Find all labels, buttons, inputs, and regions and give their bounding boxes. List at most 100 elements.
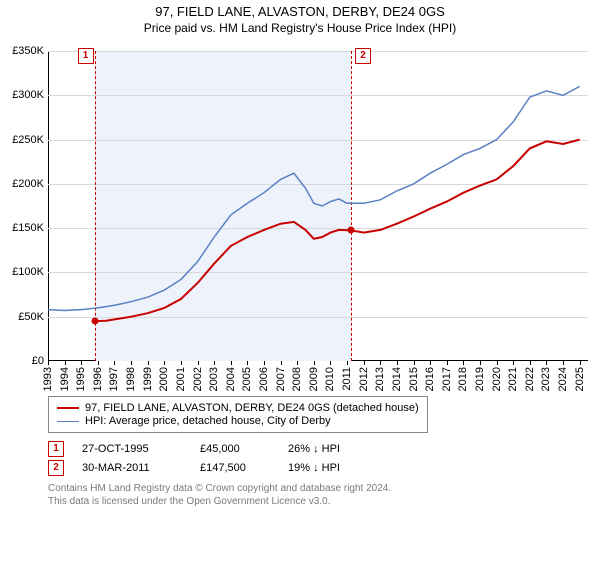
x-tick-label: 2022 [524,367,536,391]
x-tick-label: 2006 [258,367,270,391]
x-tick-label: 1998 [125,367,137,391]
legend-label: HPI: Average price, detached house, City… [85,415,331,427]
x-tick-mark [198,361,199,365]
x-tick-mark [380,361,381,365]
x-tick-label: 2019 [474,367,486,391]
y-tick-label: £150K [0,222,44,234]
sale-marker-box: 1 [78,48,94,64]
x-tick-label: 2020 [491,367,503,391]
sale-row-pct: 19% ↓ HPI [288,462,378,474]
y-tick-label: £250K [0,134,44,146]
x-tick-mark [281,361,282,365]
sales-table: 1 27-OCT-1995 £45,000 26% ↓ HPI 2 30-MAR-2011… [48,441,588,476]
x-tick-label: 2015 [408,367,420,391]
x-tick-label: 2016 [424,367,436,391]
sale-row: 1 27-OCT-1995 £45,000 26% ↓ HPI [48,441,588,457]
x-tick-mark [463,361,464,365]
x-tick-mark [65,361,66,365]
x-tick-label: 1994 [59,367,71,391]
x-tick-mark [480,361,481,365]
chart-wrap: £0£50K£100K£150K£200K£250K£300K£350K 12 … [0,41,600,421]
x-tick-mark [546,361,547,365]
sale-row-number: 1 [48,441,64,457]
x-tick-mark [297,361,298,365]
footer-attribution: Contains HM Land Registry data © Crown c… [48,482,588,508]
x-tick-label: 1996 [92,367,104,391]
x-tick-mark [580,361,581,365]
x-tick-mark [247,361,248,365]
x-tick-label: 2010 [324,367,336,391]
x-tick-label: 2004 [225,367,237,391]
x-tick-mark [148,361,149,365]
chart-container: 97, FIELD LANE, ALVASTON, DERBY, DE24 0G… [0,4,600,564]
chart-subtitle: Price paid vs. HM Land Registry's House … [0,21,600,35]
x-tick-label: 2008 [291,367,303,391]
sale-row-pct: 26% ↓ HPI [288,443,378,455]
legend-item: 97, FIELD LANE, ALVASTON, DERBY, DE24 0G… [57,402,419,414]
legend-and-footer: 97, FIELD LANE, ALVASTON, DERBY, DE24 0G… [48,396,588,508]
plot-area: 12 [48,51,588,361]
x-tick-mark [563,361,564,365]
x-tick-label: 2024 [557,367,569,391]
x-tick-label: 2021 [507,367,519,391]
x-tick-mark [81,361,82,365]
chart-title: 97, FIELD LANE, ALVASTON, DERBY, DE24 0G… [0,4,600,19]
x-tick-label: 2001 [175,367,187,391]
x-tick-label: 1999 [142,367,154,391]
x-tick-mark [513,361,514,365]
series-lines [48,51,588,361]
x-tick-mark [114,361,115,365]
y-tick-label: £200K [0,178,44,190]
sale-marker-box: 2 [355,48,371,64]
legend-box: 97, FIELD LANE, ALVASTON, DERBY, DE24 0G… [48,396,428,433]
x-tick-mark [214,361,215,365]
x-tick-label: 2007 [275,367,287,391]
y-tick-label: £50K [0,311,44,323]
sale-row-price: £45,000 [200,443,270,455]
x-tick-mark [447,361,448,365]
y-tick-label: £300K [0,89,44,101]
x-tick-label: 2018 [457,367,469,391]
x-tick-label: 2003 [208,367,220,391]
x-tick-mark [397,361,398,365]
x-tick-mark [264,361,265,365]
footer-line-1: Contains HM Land Registry data © Crown c… [48,482,588,495]
x-tick-mark [430,361,431,365]
x-tick-mark [530,361,531,365]
sale-row-date: 30-MAR-2011 [82,462,182,474]
x-tick-mark [314,361,315,365]
x-tick-label: 2014 [391,367,403,391]
series-property [95,140,580,322]
x-tick-mark [497,361,498,365]
x-tick-mark [164,361,165,365]
x-tick-label: 2000 [158,367,170,391]
legend-swatch [57,421,79,422]
sale-row-price: £147,500 [200,462,270,474]
sale-row-number: 2 [48,460,64,476]
x-tick-label: 2009 [308,367,320,391]
x-tick-label: 1997 [108,367,120,391]
sale-row: 2 30-MAR-2011 £147,500 19% ↓ HPI [48,460,588,476]
x-tick-mark [98,361,99,365]
legend-swatch [57,407,79,409]
sale-row-date: 27-OCT-1995 [82,443,182,455]
legend-item: HPI: Average price, detached house, City… [57,415,419,427]
x-tick-label: 2017 [441,367,453,391]
x-tick-mark [414,361,415,365]
x-tick-mark [131,361,132,365]
x-tick-mark [347,361,348,365]
x-tick-label: 2011 [341,367,353,391]
series-hpi [48,86,580,310]
x-tick-mark [181,361,182,365]
x-tick-mark [48,361,49,365]
x-tick-mark [364,361,365,365]
y-tick-label: £0 [0,355,44,367]
x-tick-mark [231,361,232,365]
y-tick-label: £350K [0,45,44,57]
x-tick-label: 2025 [574,367,586,391]
x-tick-label: 2023 [540,367,552,391]
x-tick-label: 1995 [75,367,87,391]
x-tick-label: 2002 [192,367,204,391]
footer-line-2: This data is licensed under the Open Gov… [48,495,588,508]
x-tick-label: 2012 [358,367,370,391]
